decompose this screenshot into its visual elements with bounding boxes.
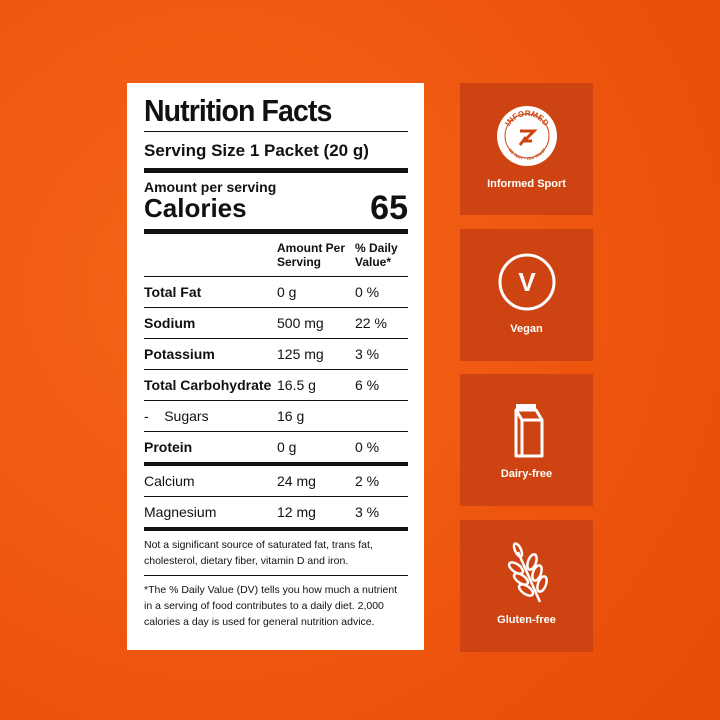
nutrient-row: Potassium 125 mg 3 %	[144, 338, 408, 369]
icon-text: V	[518, 267, 536, 297]
nutrient-dv: 0 %	[355, 439, 380, 455]
badge: INFORMED WE TEST · YOU TRUST Informed Sp…	[460, 83, 593, 215]
nutrient-dv: 22 %	[355, 315, 387, 331]
badge-label: Vegan	[510, 323, 543, 335]
nutrient-row: Magnesium 12 mg 3 %	[144, 496, 408, 527]
nutrient-dv: 3 %	[355, 346, 380, 362]
column-header: Amount Per Serving	[277, 241, 346, 269]
nutrient-amount: 16 g	[277, 408, 305, 424]
footnote: Not a significant source of saturated fa…	[144, 539, 373, 567]
divider	[144, 462, 408, 466]
milk-carton-icon	[514, 404, 544, 458]
nutrient-name: - Sugars	[144, 408, 209, 424]
badge-label: Dairy-free	[500, 468, 553, 480]
nutrient-row: Protein 0 g 0 %	[144, 431, 408, 462]
nutrient-dv: 3 %	[355, 504, 380, 520]
nutrient-dv: 0 %	[355, 284, 380, 300]
mineral-rows: Calcium 24 mg 2 % Magnesium 12 mg 3 %	[144, 466, 408, 527]
nutrient-amount: 16.5 g	[277, 377, 316, 393]
nutrient-name: Total Fat	[144, 284, 202, 300]
nutrient-row: - Sugars 16 g	[144, 400, 408, 431]
divider	[144, 168, 408, 173]
badge-label: Informed Sport	[487, 178, 566, 190]
nutrient-amount: 125 mg	[277, 346, 324, 362]
nutrient-rows: Total Fat 0 g 0 % Sodium 500 mg 22 % Potassium…	[144, 276, 408, 462]
wheat-icon	[507, 542, 548, 603]
nutrient-amount: 12 mg	[277, 504, 316, 520]
nutrient-amount: 0 g	[277, 439, 297, 455]
label-title: Nutrition Facts	[144, 93, 332, 128]
nutrient-dv: 6 %	[355, 377, 380, 393]
nutrient-name: Sodium	[144, 315, 196, 331]
nutrient-name: Calcium	[144, 473, 195, 489]
badge-label: Gluten-free	[497, 614, 556, 626]
nutrient-name: Protein	[144, 439, 193, 455]
badge: Gluten-free	[460, 520, 593, 652]
informed-logo: INFORMED WE TEST · YOU TRUST	[497, 106, 557, 166]
nutrient-row: Total Carbohydrate 16.5 g 6 %	[144, 369, 408, 400]
nutrient-name: Potassium	[144, 346, 215, 362]
nutrient-dv: 2 %	[355, 473, 380, 489]
vegan-icon: V	[498, 253, 556, 311]
calories-label: Calories	[144, 193, 247, 223]
nutrition-label: Nutrition Facts Serving Size 1 Packet (2…	[127, 83, 424, 650]
nutrient-amount: 500 mg	[277, 315, 324, 331]
nutrient-row: Total Fat 0 g 0 %	[144, 276, 408, 307]
calories: Calories 65	[144, 189, 408, 227]
column-header: % Daily Value*	[355, 241, 398, 269]
nutrient-row: Calcium 24 mg 2 %	[144, 466, 408, 496]
nutrient-amount: 0 g	[277, 284, 297, 300]
badge: Dairy-free	[460, 374, 593, 506]
column-headers: Amount Per Serving % Daily Value*	[144, 234, 408, 276]
amount-per-serving: Amount per serving	[144, 179, 277, 195]
nutrient-row: Sodium 500 mg 22 %	[144, 307, 408, 338]
divider	[144, 229, 408, 234]
footnote: *The % Daily Value (DV) tells you how mu…	[144, 575, 408, 636]
nutrient-amount: 24 mg	[277, 473, 316, 489]
nutrient-name: Total Carbohydrate	[144, 377, 272, 393]
serving-size: Serving Size 1 Packet (20 g)	[144, 131, 408, 164]
nutrient-name: Magnesium	[144, 504, 217, 520]
badge: V Vegan	[460, 229, 593, 361]
divider	[144, 527, 408, 531]
calories-value: 65	[370, 189, 408, 227]
